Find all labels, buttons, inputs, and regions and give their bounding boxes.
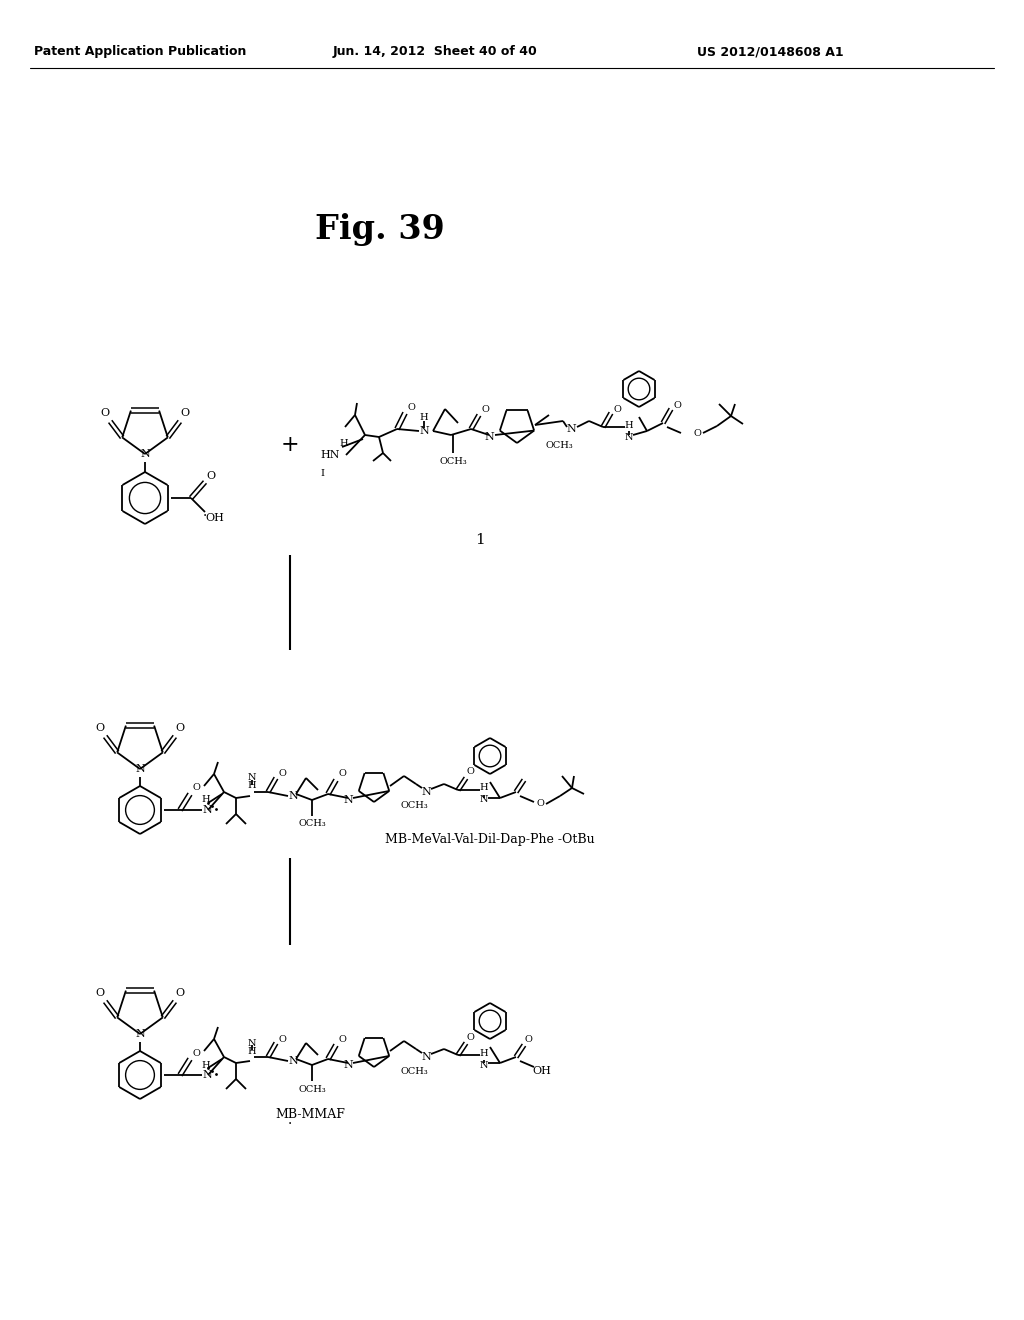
- Text: OCH₃: OCH₃: [545, 441, 572, 450]
- Text: H: H: [420, 412, 428, 421]
- Text: N: N: [625, 433, 633, 441]
- Text: O: O: [693, 429, 701, 437]
- Text: O: O: [175, 989, 184, 998]
- Text: OH: OH: [206, 513, 224, 523]
- Text: O: O: [279, 770, 286, 779]
- Text: O: O: [673, 400, 681, 409]
- Text: O: O: [95, 989, 104, 998]
- Text: OCH₃: OCH₃: [298, 820, 326, 829]
- Text: N: N: [288, 791, 298, 801]
- Text: O: O: [481, 404, 488, 413]
- Text: N: N: [140, 449, 150, 459]
- Text: O: O: [338, 1035, 346, 1044]
- Text: N: N: [421, 1052, 431, 1063]
- Text: N: N: [421, 787, 431, 797]
- Text: OCH₃: OCH₃: [400, 1067, 428, 1076]
- Text: O: O: [466, 1032, 474, 1041]
- Text: O: O: [95, 723, 104, 734]
- Text: Patent Application Publication: Patent Application Publication: [34, 45, 246, 58]
- Text: N: N: [480, 796, 488, 804]
- Text: HN: HN: [321, 450, 340, 459]
- Text: O: O: [207, 471, 216, 480]
- Text: OCH₃: OCH₃: [400, 801, 428, 810]
- Text: Fig. 39: Fig. 39: [315, 214, 444, 247]
- Text: OCH₃: OCH₃: [439, 457, 467, 466]
- Text: N: N: [566, 424, 575, 434]
- Text: +: +: [281, 434, 299, 455]
- Text: N: N: [135, 764, 144, 774]
- Text: N: N: [135, 1030, 144, 1039]
- Text: O: O: [466, 767, 474, 776]
- Text: O: O: [193, 784, 200, 792]
- Text: N: N: [248, 774, 256, 783]
- Text: MB-MMAF: MB-MMAF: [275, 1109, 345, 1122]
- Text: N: N: [343, 795, 353, 805]
- Text: H: H: [248, 781, 256, 791]
- Text: I: I: [319, 469, 324, 478]
- Text: 1: 1: [475, 533, 485, 546]
- Text: N: N: [202, 1071, 212, 1080]
- Text: H: H: [340, 438, 348, 447]
- Text: O: O: [180, 408, 189, 418]
- Text: O: O: [193, 1048, 200, 1057]
- Text: N: N: [343, 1060, 353, 1071]
- Text: H: H: [202, 796, 210, 804]
- Text: O: O: [175, 723, 184, 734]
- Text: O: O: [524, 1035, 531, 1044]
- Text: N: N: [484, 432, 494, 442]
- Text: OH: OH: [532, 1067, 552, 1076]
- Text: H: H: [202, 1060, 210, 1069]
- Text: O: O: [100, 408, 110, 418]
- Text: O: O: [613, 404, 621, 413]
- Text: .: .: [203, 506, 207, 519]
- Text: N: N: [419, 426, 429, 436]
- Text: MB-MeVal-Val-Dil-Dap-Phe -OtBu: MB-MeVal-Val-Dil-Dap-Phe -OtBu: [385, 833, 595, 846]
- Text: O: O: [338, 770, 346, 779]
- Text: N: N: [248, 1039, 256, 1048]
- Text: O: O: [279, 1035, 286, 1044]
- Text: N: N: [288, 1056, 298, 1067]
- Text: N: N: [480, 1060, 488, 1069]
- Text: Jun. 14, 2012  Sheet 40 of 40: Jun. 14, 2012 Sheet 40 of 40: [333, 45, 538, 58]
- Text: H: H: [479, 784, 488, 792]
- Text: .: .: [288, 1113, 292, 1127]
- Text: US 2012/0148608 A1: US 2012/0148608 A1: [696, 45, 844, 58]
- Text: H: H: [625, 421, 633, 429]
- Text: O: O: [408, 403, 415, 412]
- Text: H: H: [479, 1048, 488, 1057]
- Text: H: H: [248, 1047, 256, 1056]
- Text: OCH₃: OCH₃: [298, 1085, 326, 1093]
- Text: O: O: [536, 800, 544, 808]
- Text: N: N: [202, 805, 212, 814]
